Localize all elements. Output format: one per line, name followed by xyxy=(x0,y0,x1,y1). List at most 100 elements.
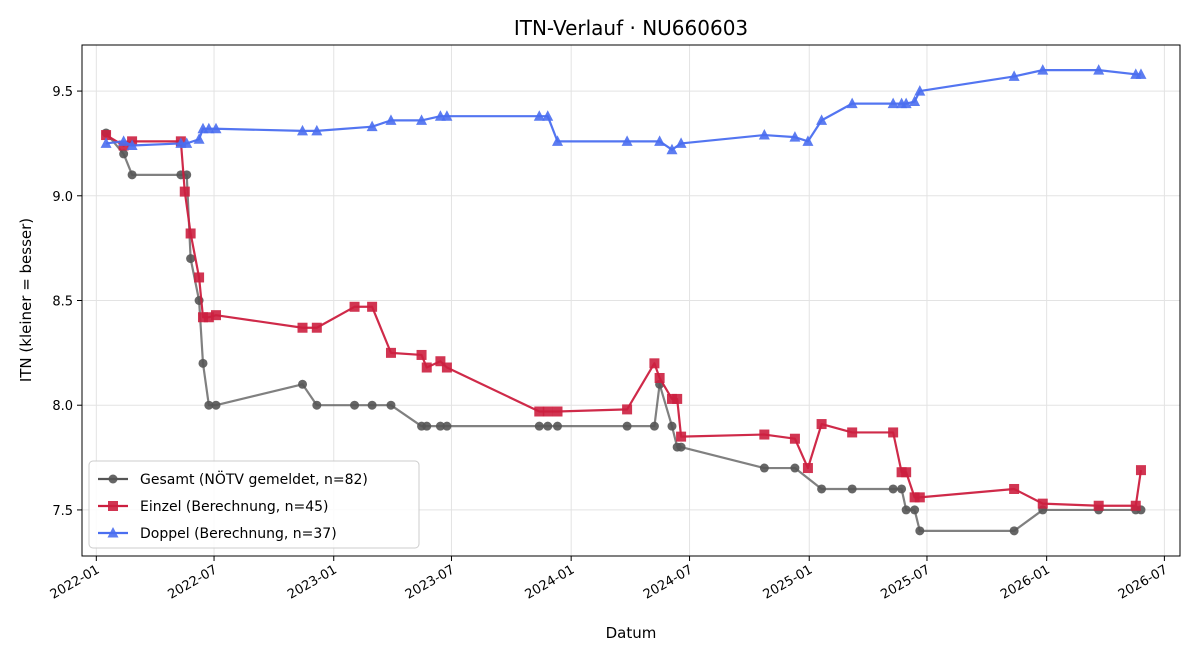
data-point xyxy=(127,170,137,180)
legend-marker xyxy=(108,474,118,484)
data-point xyxy=(435,421,445,431)
data-point xyxy=(621,135,633,146)
data-point xyxy=(367,301,378,312)
y-tick-label: 9.0 xyxy=(52,190,73,205)
data-point xyxy=(847,427,858,438)
data-point xyxy=(416,349,427,360)
data-point xyxy=(435,356,446,367)
data-point xyxy=(649,358,660,369)
data-point xyxy=(672,393,683,404)
data-point xyxy=(534,421,544,431)
data-point xyxy=(441,362,452,373)
x-tick-label: 2022-01 xyxy=(48,562,103,602)
data-point xyxy=(759,429,770,440)
legend-marker xyxy=(108,501,118,511)
data-point xyxy=(897,484,907,494)
data-point xyxy=(909,492,920,503)
series-2 xyxy=(101,130,1146,511)
series-3 xyxy=(100,64,1147,155)
data-point xyxy=(542,406,553,417)
data-point xyxy=(367,400,377,410)
data-point xyxy=(350,400,360,410)
x-axis-label: Datum xyxy=(606,624,657,642)
data-point xyxy=(888,427,899,438)
data-point xyxy=(1130,500,1141,511)
data-point xyxy=(421,362,432,373)
x-tick-label: 2024-07 xyxy=(641,562,696,602)
data-point xyxy=(551,135,563,146)
x-tick-label: 2022-07 xyxy=(165,562,220,602)
data-point xyxy=(386,400,396,410)
data-point xyxy=(914,85,926,96)
data-point xyxy=(1009,483,1020,494)
data-point xyxy=(667,421,677,431)
legend-label: Doppel (Berechnung, n=37) xyxy=(140,526,337,542)
series-line xyxy=(105,69,1141,151)
data-point xyxy=(297,322,308,333)
data-point xyxy=(197,312,208,323)
data-point xyxy=(909,95,921,107)
data-point xyxy=(817,484,827,494)
legend-box xyxy=(88,460,420,549)
data-point xyxy=(181,137,193,148)
data-point xyxy=(888,484,898,494)
legend-label: Einzel (Berechnung, n=45) xyxy=(140,499,329,515)
data-point xyxy=(542,110,554,121)
data-point xyxy=(666,143,678,155)
data-point xyxy=(1093,500,1104,511)
data-point xyxy=(311,124,323,136)
data-point xyxy=(366,120,378,132)
data-point xyxy=(552,421,562,431)
data-point xyxy=(533,110,545,121)
data-point xyxy=(441,110,453,121)
data-point xyxy=(816,419,827,430)
legend: Gesamt (NÖTV gemeldet, n=82) Einzel (Bere… xyxy=(88,460,420,549)
data-point xyxy=(118,135,130,146)
data-point xyxy=(802,135,814,146)
data-point xyxy=(100,137,112,148)
y-tick-label: 9.5 xyxy=(52,85,73,100)
data-point xyxy=(1037,64,1049,75)
data-point xyxy=(1037,498,1048,509)
data-point xyxy=(649,421,659,431)
x-tick-label: 2023-01 xyxy=(285,562,340,602)
data-point xyxy=(1135,68,1147,79)
data-point xyxy=(416,114,428,125)
data-point xyxy=(534,406,545,417)
y-tick-label: 8.5 xyxy=(52,295,73,310)
data-point xyxy=(298,379,308,389)
data-point xyxy=(185,228,196,239)
data-point xyxy=(198,358,208,368)
data-point xyxy=(847,484,857,494)
series-layer xyxy=(100,64,1147,536)
y-axis-ticks: 7.5 8.0 8.5 9.0 9.5 xyxy=(52,85,82,519)
data-point xyxy=(914,492,925,503)
data-point xyxy=(675,137,687,148)
data-point xyxy=(193,133,205,144)
data-point xyxy=(622,404,633,415)
series-line xyxy=(105,134,1143,507)
data-point xyxy=(211,400,221,410)
data-point xyxy=(790,463,800,473)
data-point xyxy=(1009,526,1019,536)
data-point xyxy=(900,97,912,109)
data-point xyxy=(622,421,632,431)
x-axis-ticks: 2022-01 2022-07 2023-01 2023-07 2024-01 2024-… xyxy=(48,556,1171,603)
data-point xyxy=(676,442,686,452)
data-point xyxy=(802,463,813,474)
data-point xyxy=(552,406,563,417)
data-point xyxy=(1135,465,1146,476)
data-point xyxy=(210,310,221,321)
x-tick-label: 2026-07 xyxy=(1116,562,1171,602)
data-point xyxy=(666,393,677,404)
data-point xyxy=(312,400,322,410)
data-point xyxy=(901,505,911,515)
x-tick-label: 2024-01 xyxy=(523,562,578,602)
data-point xyxy=(422,421,432,431)
data-point xyxy=(1008,70,1020,81)
data-point xyxy=(759,463,769,473)
data-point xyxy=(385,114,397,125)
x-tick-label: 2023-07 xyxy=(403,562,458,602)
data-point xyxy=(203,312,214,323)
data-point xyxy=(910,505,920,515)
